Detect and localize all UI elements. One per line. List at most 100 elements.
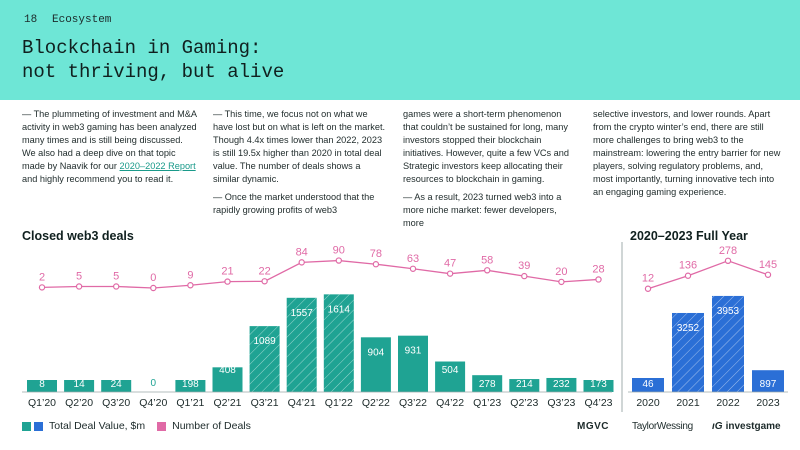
x-tick-label: 2021 — [676, 397, 700, 409]
deals-point — [38, 284, 46, 291]
bar-value-label: 198 — [182, 379, 199, 390]
deals-value-label: 12 — [642, 273, 654, 285]
logo-investgame-text: investgame — [725, 421, 781, 432]
deals-value-label: 145 — [759, 259, 777, 271]
deals-value-label: 0 — [150, 272, 156, 284]
paragraph: games were a short-term phenomenon that … — [403, 109, 569, 184]
paragraph-text: — The plummeting of investment and M&A a… — [22, 109, 197, 171]
paragraph-text: and highly recommend you to read it. — [22, 174, 174, 184]
paragraph: — This time, we focus not on what we hav… — [213, 109, 386, 184]
report-link[interactable]: 2020–2022 Report — [119, 161, 196, 171]
x-tick-label: Q2’22 — [362, 397, 390, 409]
deals-point — [409, 265, 417, 272]
bar-value-label: 931 — [405, 346, 422, 357]
bar-value-label: 278 — [479, 379, 496, 390]
deals-point — [75, 283, 83, 290]
deals-value-label: 90 — [333, 245, 345, 257]
text-column-2: — This time, we focus not on what we hav… — [213, 108, 389, 222]
paragraph: — As a result, 2023 turned web3 into a m… — [403, 192, 562, 228]
bar-value-label: 897 — [760, 379, 777, 390]
paragraph: — Once the market understood that the ra… — [213, 192, 375, 215]
bar-value-label: 408 — [219, 365, 236, 376]
deals-point — [644, 285, 652, 292]
bar — [212, 367, 243, 392]
deals-value-label: 21 — [221, 266, 233, 278]
bar — [27, 380, 57, 392]
x-tick-label: Q3’21 — [251, 397, 279, 409]
deals-line — [41, 259, 599, 289]
deals-point — [298, 259, 305, 266]
x-tick-label: 2020 — [636, 397, 660, 409]
quarterly-chart-title: Closed web3 deals — [22, 229, 134, 243]
deals-value-label: 58 — [481, 254, 493, 266]
bar — [509, 379, 540, 392]
deals-value-label: 5 — [76, 270, 82, 282]
bar-value-label: 14 — [74, 379, 86, 390]
bar — [435, 361, 466, 392]
deals-point — [764, 271, 772, 278]
logo-mgvc: MGVC — [577, 421, 609, 432]
bar — [752, 370, 784, 392]
bar — [175, 380, 206, 392]
bar-value-label: 1557 — [291, 308, 314, 319]
deals-point — [595, 276, 602, 283]
bar — [360, 337, 391, 392]
bar-value-label: 504 — [442, 365, 459, 376]
x-tick-label: 2023 — [756, 397, 780, 409]
bar-hatch — [712, 295, 744, 392]
x-tick-label: Q1’20 — [28, 397, 56, 409]
x-tick-label: Q3’22 — [399, 397, 427, 409]
deals-point — [372, 261, 380, 268]
title-line-2: not thriving, but alive — [22, 61, 285, 83]
text-column-1: — The plummeting of investment and M&A a… — [22, 108, 198, 191]
deals-value-label: 47 — [444, 258, 456, 270]
deals-value-label: 5 — [113, 270, 119, 282]
logo-investgame: ıG investgame — [712, 421, 781, 432]
x-tick-label: Q2’21 — [213, 397, 241, 409]
bar-value-label: 24 — [111, 379, 123, 390]
x-tick-label: Q2’23 — [510, 397, 538, 409]
bar-value-label: 214 — [516, 379, 533, 390]
header-band: 18 Ecosystem Blockchain in Gaming: not t… — [0, 0, 800, 100]
deals-point — [521, 272, 528, 280]
x-tick-label: Q1’23 — [473, 397, 501, 409]
bar-value-label: 232 — [553, 379, 570, 390]
page-title: Blockchain in Gaming: not thriving, but … — [22, 36, 284, 84]
bar-value-label: 3953 — [717, 306, 740, 317]
x-tick-label: Q4’21 — [288, 397, 316, 409]
x-tick-label: Q3’20 — [102, 397, 130, 409]
deals-value-label: 9 — [187, 269, 193, 281]
bar — [632, 378, 664, 392]
deals-point — [724, 257, 732, 265]
bar-value-label: 46 — [642, 379, 654, 390]
bar-hatch — [249, 326, 280, 392]
legend-line-label: Number of Deals — [172, 420, 251, 432]
bar-value-label: 904 — [368, 347, 385, 358]
deals-value-label: 63 — [407, 253, 419, 265]
deals-point — [558, 278, 565, 286]
paragraph: — The plummeting of investment and M&A a… — [22, 108, 198, 186]
legend-bars-label: Total Deal Value, $m — [49, 420, 146, 432]
x-tick-label: Q3’23 — [547, 397, 575, 409]
bar — [583, 380, 614, 392]
deals-value-label: 39 — [518, 260, 530, 272]
bar-hatch — [286, 297, 317, 392]
paragraph: selective investors, and lower rounds. A… — [593, 109, 781, 197]
x-tick-label: Q4’23 — [584, 397, 612, 409]
page-number: 18 — [24, 14, 38, 26]
x-tick-label: 2022 — [716, 397, 740, 409]
bar — [546, 377, 577, 392]
deals-value-label: 78 — [370, 248, 382, 260]
legend: Total Deal Value, $m Number of Deals — [22, 420, 251, 432]
bar-value-label: 1614 — [328, 304, 351, 315]
bar-value-label: 173 — [590, 379, 607, 390]
bar-value-label: 8 — [39, 379, 45, 390]
deals-point — [224, 278, 231, 285]
x-tick-label: Q1’22 — [325, 397, 353, 409]
deals-point — [261, 278, 268, 285]
x-tick-label: Q1’21 — [176, 397, 204, 409]
legend-swatch-teal — [22, 421, 31, 431]
legend-swatch-blue — [34, 421, 43, 431]
deals-value-label: 278 — [719, 245, 737, 257]
